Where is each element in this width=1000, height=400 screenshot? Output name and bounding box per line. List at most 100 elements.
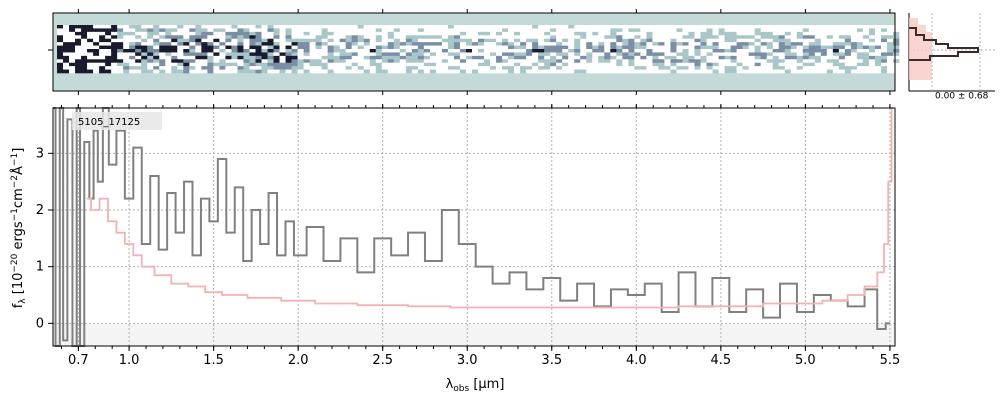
spectrum-2d-cell — [315, 66, 322, 70]
spectrum-2d-cell — [219, 62, 226, 67]
spectrum-2d-cell — [177, 28, 184, 33]
spectrum-2d-cell — [285, 45, 292, 50]
spectrum-2d-cell — [243, 25, 250, 29]
spectrum-2d-cell — [99, 55, 106, 60]
spectrum-2d-cell — [399, 31, 407, 36]
spectrum-2d-cell — [219, 69, 226, 74]
spectrum-2d-cell — [147, 38, 154, 43]
spectrum-2d-cell — [808, 31, 816, 36]
spectrum-2d-cell — [874, 45, 882, 50]
spectrum-2d-cell — [850, 31, 858, 36]
spectrum-2d-cell — [315, 69, 322, 74]
spectrum-2d-cell — [423, 52, 431, 57]
spectrum-2d-cell — [760, 45, 767, 50]
spectrum-2d-cell — [75, 38, 82, 43]
spectrum-2d-cell — [471, 69, 479, 74]
spectrum-2d-cell — [387, 52, 395, 57]
spectrum-2d-cell — [538, 38, 545, 43]
spectrum-2d-cell — [520, 55, 527, 60]
spectrum-2d-cell — [496, 66, 503, 70]
spectrum-2d-cell — [706, 55, 713, 60]
spectrum-2d-cell — [153, 49, 160, 53]
spectrum-2d-cell — [183, 31, 190, 36]
spectrum-2d-cell — [574, 69, 581, 74]
spectrum-2d-cell — [459, 69, 467, 74]
spectrum-2d-cell — [321, 49, 328, 53]
spectrum-2d-cell — [676, 62, 683, 67]
spectrum-2d-cell — [640, 52, 647, 57]
spectrum-2d-cell — [123, 59, 130, 64]
spectrum-2d-cell — [688, 42, 695, 46]
spectrum-2d-cell — [532, 42, 539, 46]
spectrum-2d-cell — [279, 28, 286, 33]
spectrum-2d-cell — [93, 52, 100, 57]
spectrum-2d-cell — [784, 66, 792, 70]
spectrum-2d-cell — [688, 62, 695, 67]
spectrum-2d-cell — [580, 52, 587, 57]
spectrum-2d-cell — [712, 66, 719, 70]
spectrum-2d-cell — [682, 42, 689, 46]
spectrum-2d-cell — [177, 45, 184, 50]
spectrum-2d-cell — [730, 66, 737, 70]
spectrum-2d-cell — [892, 52, 900, 57]
spectrum-2d-cell — [592, 42, 599, 46]
spectrum-2d-cell — [87, 59, 94, 64]
spectrum-2d-cell — [700, 55, 707, 60]
spectrum-2d-cell — [321, 28, 328, 33]
spectrum-2d-cell — [273, 52, 280, 57]
spectrum-2d-cell — [75, 59, 82, 64]
spectrum-2d-cell — [508, 69, 515, 74]
spectrum-2d-cell — [177, 38, 184, 43]
spectrum-2d-cell — [99, 69, 106, 74]
spectrum-2d-cell — [261, 66, 268, 70]
spectrum-2d-cell — [580, 42, 587, 46]
spectrum-2d-cell — [820, 49, 828, 53]
spectrum-2d-cell — [790, 55, 798, 60]
spectrum-2d-cell — [766, 38, 773, 43]
spectrum-2d-cell — [484, 59, 491, 64]
spectrum-2d-cell — [243, 49, 250, 53]
spectrum-2d-cell — [652, 55, 659, 60]
spectrum-2d-cell — [111, 52, 118, 57]
spectrum-2d-cell — [255, 55, 262, 60]
spectrum-2d-cell — [556, 28, 563, 33]
spectrum-2d-cell — [459, 28, 467, 33]
spectrum-2d-cell — [496, 25, 503, 29]
spectrum-2d-cell — [592, 35, 599, 40]
spectrum-2d-cell — [556, 35, 563, 40]
spectrum-2d-cell — [243, 28, 250, 33]
spectrum-2d-cell — [81, 31, 88, 36]
spectrum-2d-cell — [147, 59, 154, 64]
spectrum-2d-cell — [243, 52, 250, 57]
spectrum-2d-cell — [327, 66, 334, 70]
spectrum-2d-cell — [640, 62, 647, 67]
spectrum-2d-cell — [219, 55, 226, 60]
spectrum-2d-cell — [423, 59, 431, 64]
spectrum-2d-cell — [309, 45, 316, 50]
spectrum-2d-cell — [297, 55, 304, 60]
spectrum-2d-cell — [225, 38, 232, 43]
spectrum-2d-cell — [568, 66, 575, 70]
spectrum-2d-cell — [736, 59, 743, 64]
spectrum-2d-cell — [796, 25, 804, 29]
spectrum-2d-cell — [405, 45, 413, 50]
spectrum-2d-cell — [874, 38, 882, 43]
spectrum-2d-cell — [177, 35, 184, 40]
spectrum-2d-cell — [646, 31, 653, 36]
spectrum-2d-cell — [417, 35, 425, 40]
spectrum-2d-cell — [387, 25, 395, 29]
spectrum-2d-cell — [423, 66, 431, 70]
spectrum-2d-cell — [243, 42, 250, 46]
spectrum-2d-cell — [622, 31, 629, 36]
spectrum-2d-cell — [622, 62, 629, 67]
spectrum-2d-cell — [868, 49, 876, 53]
spectrum-2d-cell — [387, 62, 395, 67]
spectrum-2d-cell — [640, 28, 647, 33]
spectrum-2d-cell — [153, 66, 160, 70]
spectrum-2d-cell — [189, 35, 196, 40]
spectrum-2d-cell — [694, 49, 701, 53]
spectrum-2d-cell — [201, 59, 208, 64]
spectrum-2d-cell — [826, 31, 834, 36]
spectrum-2d-cell — [177, 42, 184, 46]
spectrum-2d-cell — [694, 45, 701, 50]
